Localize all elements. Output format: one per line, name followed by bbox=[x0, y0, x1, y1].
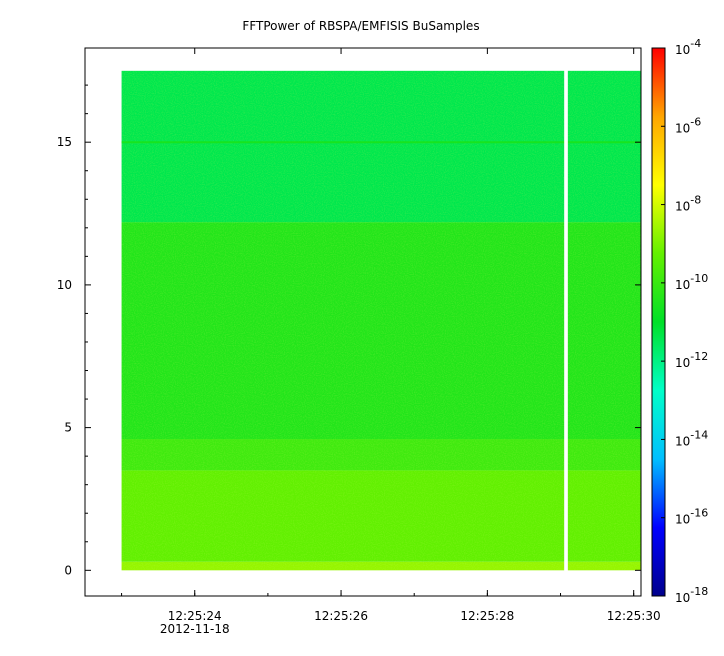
spectrogram-image bbox=[121, 69, 641, 572]
x-tick-label: 12:25:28 bbox=[460, 609, 514, 623]
colorbar-tick-label: 10-12 bbox=[675, 350, 708, 370]
colorbar-scale bbox=[651, 47, 666, 597]
y-axis: 0 5 10 15 bbox=[57, 84, 641, 577]
plot-area bbox=[121, 69, 641, 572]
x-tick-label: 12:25:26 bbox=[314, 609, 368, 623]
colorbar-tick-label: 10-4 bbox=[675, 37, 701, 57]
chart-title: FFTPower of RBSPA/EMFISIS BuSamples bbox=[242, 19, 479, 33]
colorbar-tick-label: 10-10 bbox=[675, 272, 708, 292]
x-tick-label: 12:25:24 bbox=[168, 609, 222, 623]
colorbar-tick-label: 10-18 bbox=[675, 585, 708, 605]
plot-frame bbox=[84, 47, 642, 597]
colorbar-tick-label: 10-16 bbox=[675, 507, 708, 527]
spectrogram-texture bbox=[121, 70, 641, 571]
colorbar-tick-label: 10-8 bbox=[675, 194, 701, 214]
y-tick-label: 10 bbox=[57, 278, 72, 292]
x-tick-label: 12:25:30 bbox=[607, 609, 661, 623]
colorbar-ticks: 10-4 10-6 10-8 10-10 10-12 10-14 10-16 10-18 bbox=[661, 37, 708, 605]
colorbar: 10-4 10-6 10-8 10-10 10-12 10-14 10-16 10-18 bbox=[651, 37, 708, 605]
y-tick-label: 0 bbox=[64, 563, 72, 577]
x-tick-date-label: 2012-11-18 bbox=[160, 622, 230, 636]
y-tick-label: 5 bbox=[64, 421, 72, 435]
colorbar-tick-label: 10-6 bbox=[675, 115, 701, 135]
y-tick-label: 15 bbox=[57, 135, 72, 149]
data-gap bbox=[564, 69, 568, 572]
colorbar-tick-label: 10-14 bbox=[675, 428, 708, 448]
